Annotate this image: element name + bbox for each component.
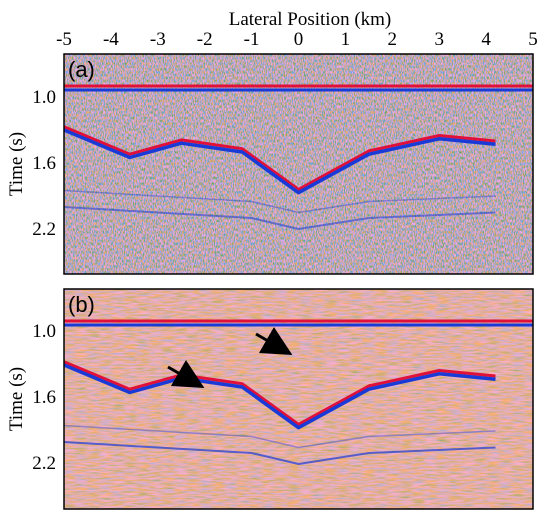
panel-b-label: (b) [68, 292, 95, 317]
x-tick-label: 5 [528, 29, 538, 50]
x-axis-ticks: -5 -4 -3 -2 -1 0 1 2 3 4 5 [56, 29, 538, 50]
curved-reflector-blue [64, 363, 496, 430]
x-tick-label: 0 [294, 29, 304, 50]
curved-reflector-red [64, 360, 496, 426]
panel-a-y-tick-label: 2.2 [32, 219, 56, 240]
panel-a-frame [63, 53, 534, 275]
x-axis-title: Lateral Position (km) [229, 9, 392, 30]
panel-b: (b) Time (s) 1.0 1.6 2.2 [6, 288, 534, 510]
intermediate-reflector [64, 189, 496, 214]
x-tick-label: -4 [103, 29, 119, 50]
curved-reflector-blue [64, 128, 496, 195]
panel-b-y-tick-label: 1.0 [32, 321, 56, 342]
curved-reflector-red [64, 125, 496, 191]
deep-reflector [64, 441, 496, 465]
x-tick-label: 4 [481, 29, 491, 50]
panel-b-reflectors [64, 319, 533, 465]
deep-reflector [64, 206, 496, 230]
x-tick-label: -3 [150, 29, 166, 50]
panel-a-y-axis-title: Time (s) [6, 132, 27, 196]
panel-b-frame [63, 288, 534, 510]
x-tick-label: -2 [197, 29, 213, 50]
x-tick-label: -1 [244, 29, 260, 50]
panel-b-y-tick-label: 2.2 [32, 453, 56, 474]
panel-a-y-tick-label: 1.6 [32, 153, 56, 174]
panel-a-label: (a) [68, 57, 95, 82]
panel-a: (a) Time (s) 1.0 1.6 2.2 [6, 53, 534, 275]
panel-b-y-axis-title: Time (s) [6, 367, 27, 431]
arrow-left [167, 360, 205, 388]
x-tick-label: 3 [434, 29, 444, 50]
x-tick-label: -5 [56, 29, 72, 50]
panel-b-y-tick-label: 1.6 [32, 387, 56, 408]
x-tick-label: 2 [388, 29, 398, 50]
arrow-right [255, 327, 293, 355]
x-tick-label: 1 [341, 29, 351, 50]
intermediate-reflector [64, 424, 496, 449]
panel-a-y-tick-label: 1.0 [32, 87, 56, 108]
panel-a-reflectors [64, 84, 533, 230]
